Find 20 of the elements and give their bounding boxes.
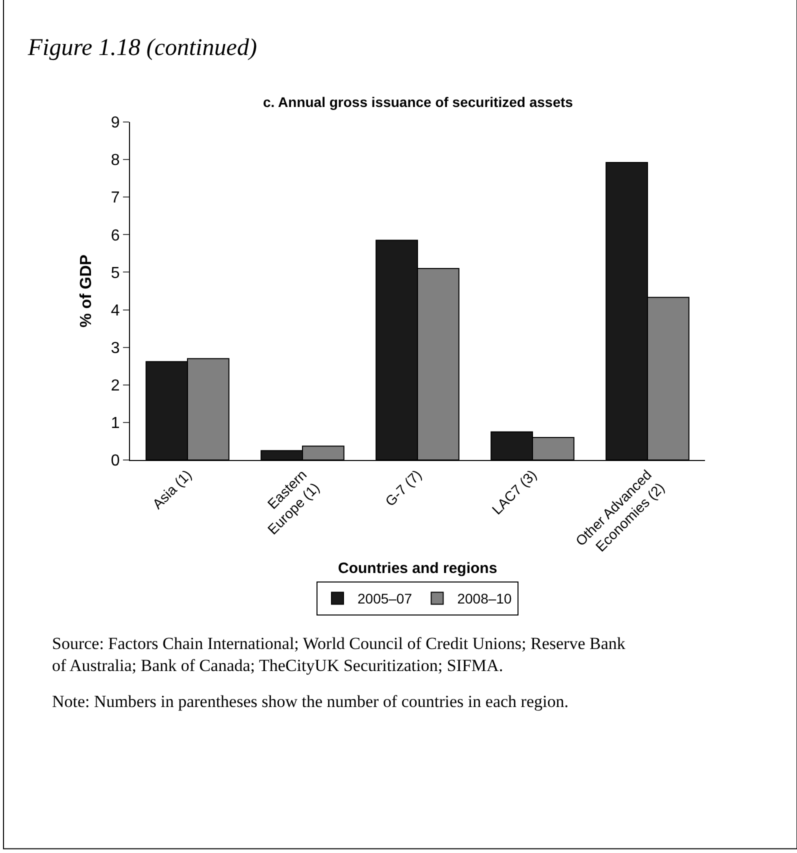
text: Note: Numbers in parentheses show the number of countries in each region. (52, 692, 568, 711)
y-tick-label: 0 (110, 452, 120, 470)
y-tick-label: 9 (110, 114, 120, 132)
y-tick-label: 3 (110, 340, 120, 357)
y-tick-label: 1 (110, 415, 120, 432)
y-axis-title: % of GDP (78, 254, 95, 328)
source-note: Source: Factors Chain International; World Council of Credit Unions; Reserve Bank of Australia; Bank of Canada; TheCityUK Securitization; SIFMA. (52, 634, 626, 676)
legend-label: 2008–10 (457, 590, 512, 607)
x-tick-label: Asia (1) (149, 466, 195, 512)
x-tick-label: G-7 (7) (382, 466, 425, 510)
y-tick-label: 4 (110, 302, 120, 320)
y-tick-label: 2 (110, 377, 120, 394)
y-tick-label: 6 (110, 227, 120, 244)
y-tick-label: 7 (110, 190, 120, 207)
y-tick-label: 8 (110, 152, 120, 170)
y-tick-label: 5 (110, 264, 120, 282)
legend-label: 2005–07 (358, 590, 412, 607)
x-axis-title: Countries and regions (338, 560, 498, 577)
chart-subtitle: c. Annual gross issuance of securitized assets (263, 94, 574, 110)
chart-title: Figure 1.18 (continued) (26, 35, 257, 62)
